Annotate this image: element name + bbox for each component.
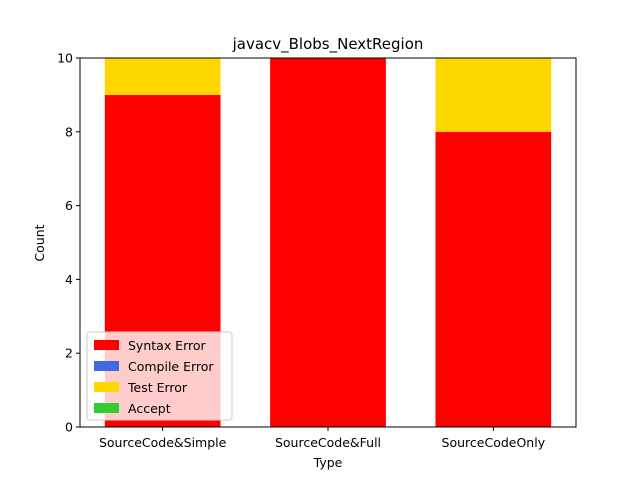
y-tick-label: 10	[57, 51, 73, 66]
bar-sourcecode-full-syntax-error	[270, 58, 386, 427]
legend: Syntax Error Compile Error Test Error Accep…	[86, 331, 233, 421]
legend-swatch-syntax-error	[94, 340, 119, 350]
x-axis-label: Type	[313, 455, 343, 470]
legend-label-accept: Accept	[128, 401, 171, 416]
x-axis: SourceCode&Simple SourceCode&Full SourceCo…	[99, 427, 546, 450]
legend-swatch-test-error	[94, 382, 119, 392]
y-tick-label: 6	[65, 198, 73, 213]
legend-label-test-error: Test Error	[127, 380, 188, 395]
chart-title: javacv_Blobs_NextRegion	[232, 35, 424, 54]
bar-sourcecodeonly-test-error	[435, 58, 552, 132]
y-tick-label: 8	[65, 124, 73, 139]
x-tick-label: SourceCode&Full	[275, 435, 381, 450]
legend-box	[86, 331, 233, 421]
legend-label-syntax-error: Syntax Error	[128, 338, 207, 353]
legend-swatch-accept	[94, 403, 119, 413]
x-tick-label: SourceCodeOnly	[442, 435, 546, 450]
y-axis-label: Count	[32, 224, 47, 261]
y-axis: 0 2 4 6 8 10	[57, 51, 80, 435]
y-tick-label: 0	[65, 420, 73, 435]
y-tick-label: 4	[65, 272, 73, 287]
legend-label-compile-error: Compile Error	[128, 359, 214, 374]
legend-swatch-compile-error	[94, 361, 119, 371]
bar-sourcecodeonly-syntax-error	[435, 131, 552, 428]
bar-sourcecode-simple-test-error	[104, 58, 221, 95]
bars-group	[104, 58, 552, 428]
x-tick-label: SourceCode&Simple	[99, 435, 227, 450]
y-tick-label: 2	[65, 346, 73, 361]
